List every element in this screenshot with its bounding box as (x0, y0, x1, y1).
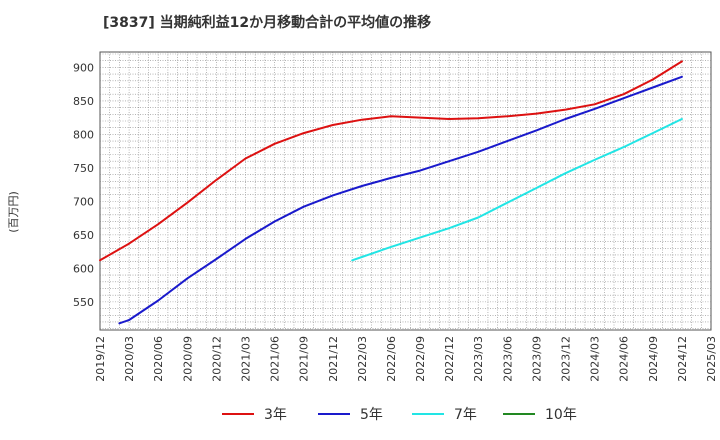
x-tick-label: 2024/06 (618, 336, 631, 382)
series-line-3年 (99, 60, 683, 262)
x-tick-label: 2019/12 (94, 336, 107, 382)
legend-label-3年: 3年 (264, 407, 287, 423)
x-tick-label: 2022/06 (385, 336, 398, 382)
x-tick-label: 2021/03 (239, 336, 252, 382)
grid (99, 51, 712, 331)
x-tick-label: 2022/09 (414, 336, 427, 382)
x-tick-label: 2024/09 (647, 336, 660, 382)
x-tick-label: 2023/09 (530, 336, 543, 382)
chart-title: [3837] 当期純利益12か月移動合計の平均値の推移 (103, 14, 431, 31)
x-tick-label: 2023/03 (472, 336, 485, 382)
series-layer (99, 60, 683, 325)
y-tick-label: 750 (73, 162, 94, 175)
x-tick-label: 2020/12 (210, 336, 223, 382)
x-tick-label: 2024/03 (589, 336, 602, 382)
x-tick-label: 2021/06 (269, 336, 282, 382)
y-tick-label: 700 (73, 195, 94, 208)
x-tick-label: 2020/06 (152, 336, 165, 382)
x-tick-label: 2025/03 (705, 336, 718, 382)
plot-frame (99, 51, 712, 331)
series-line-5年 (118, 75, 683, 325)
legend: 3年 5年 7年 10年 (222, 407, 577, 423)
y-tick-label: 550 (73, 296, 94, 309)
y-axis-label: (百万円) (7, 191, 20, 233)
x-tick-label: 2023/06 (501, 336, 514, 382)
series-line-7年 (351, 118, 683, 262)
legend-label-10年: 10年 (545, 407, 577, 423)
x-tick-label: 2022/12 (443, 336, 456, 382)
y-tick-label: 650 (73, 229, 94, 242)
legend-label-7年: 7年 (454, 407, 477, 423)
axes: 550 600 650 700 750 800 850 900 2019/12 2020/03 20… (73, 61, 718, 381)
legend-label-5年: 5年 (360, 407, 383, 423)
y-tick-label: 900 (73, 61, 94, 74)
x-tick-label: 2020/03 (123, 336, 136, 382)
x-tick-label: 2020/09 (181, 336, 194, 382)
y-tick-label: 600 (73, 262, 94, 275)
y-tick-label: 850 (73, 95, 94, 108)
y-tick-label: 800 (73, 128, 94, 141)
x-tick-label: 2022/03 (356, 336, 369, 382)
x-tick-label: 2021/09 (298, 336, 311, 382)
x-tick-label: 2024/12 (676, 336, 689, 382)
x-tick-label: 2021/12 (327, 336, 340, 382)
x-tick-label: 2023/12 (560, 336, 573, 382)
